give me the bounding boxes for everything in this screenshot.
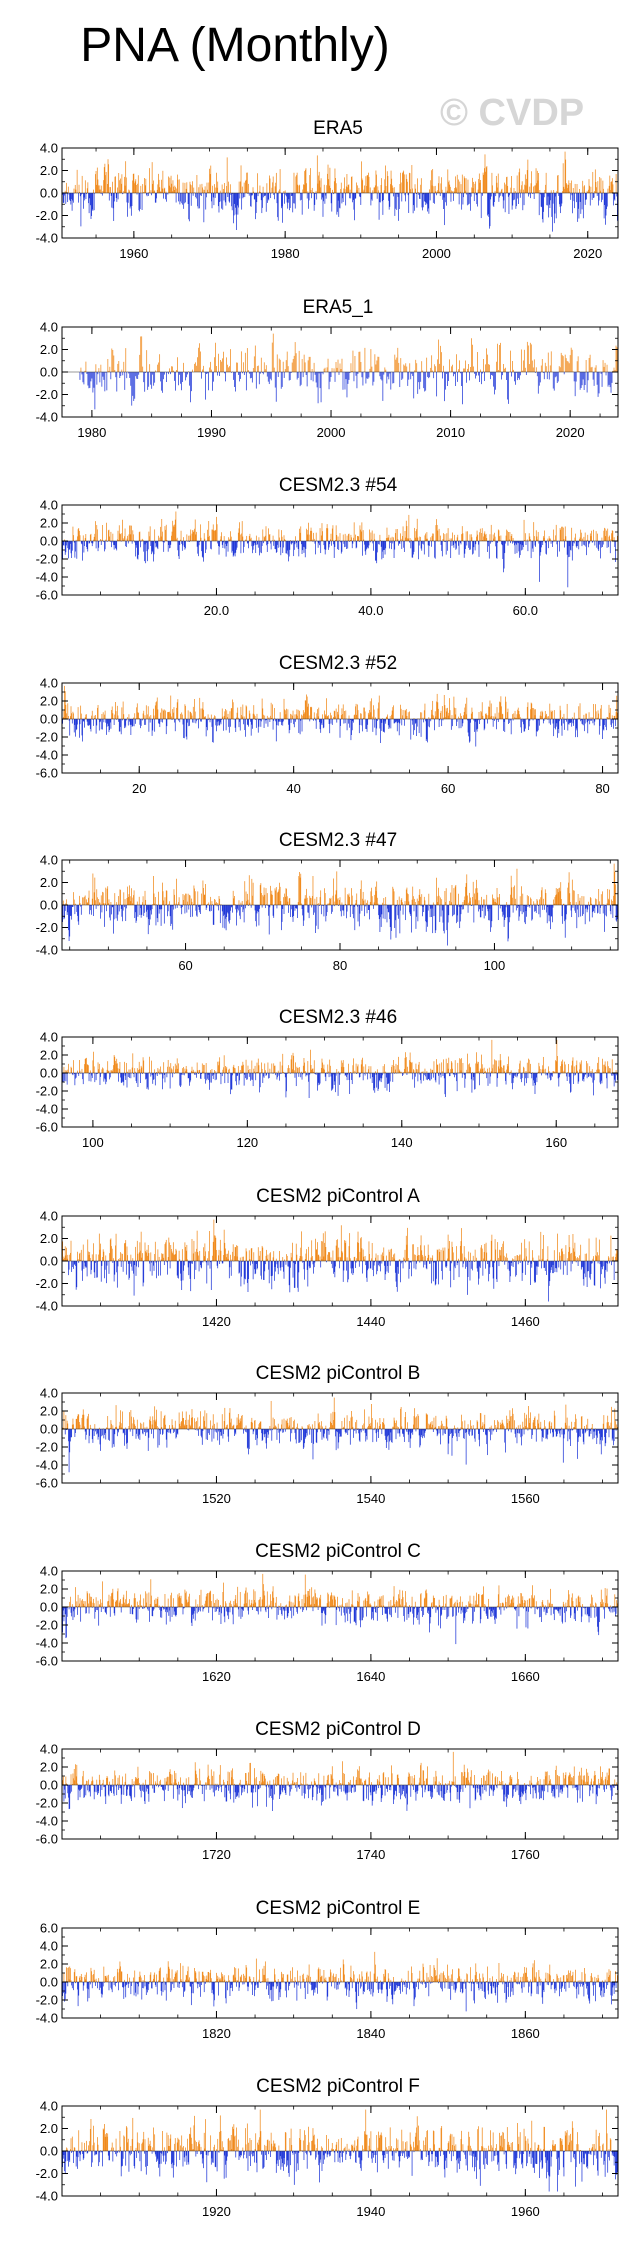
panel-title: ERA5	[313, 118, 363, 139]
y-tick-label: 4.0	[40, 320, 58, 335]
y-tick-label: -2.0	[36, 552, 58, 567]
y-tick-label: -2.0	[36, 730, 58, 745]
panel-title: CESM2 piControl F	[256, 2076, 420, 2097]
panel-title: CESM2 piControl B	[255, 1363, 421, 1384]
x-tick-label: 2020	[573, 246, 602, 261]
y-tick-label: -6.0	[36, 588, 58, 603]
bar-series	[61, 1039, 618, 1098]
y-tick-label: 2.0	[40, 342, 58, 357]
y-tick-label: -4.0	[36, 570, 58, 585]
panel-3: 4.0 2.0 0.0 -2.0 -4.0 -6.0 20 40 60 80	[36, 676, 619, 796]
panel-title: CESM2 piControl D	[255, 1719, 421, 1740]
y-tick-label: 4.0	[40, 676, 58, 691]
x-tick-label: 40	[286, 781, 300, 796]
x-tick-label: 60.0	[513, 603, 538, 618]
x-tick-label: 80	[333, 958, 347, 973]
panel-title: ERA5_1	[302, 297, 374, 318]
x-tick-label: 1960	[119, 246, 148, 261]
panel-title: CESM2.3 #47	[278, 830, 398, 851]
panel-title: CESM2.3 #46	[278, 1007, 398, 1028]
x-tick-label: 2010	[436, 425, 465, 440]
panel-title: CESM2 piControl A	[256, 1186, 420, 1207]
y-tick-label: -4.0	[36, 410, 58, 425]
y-tick-label: -2.0	[36, 387, 58, 402]
y-tick-label: 2.0	[40, 163, 58, 178]
y-tick-label: 4.0	[40, 141, 58, 156]
y-tick-label: 2.0	[40, 516, 58, 531]
panel-4: 4.0 2.0 0.0 -2.0 -4.0 60 80 100	[36, 853, 619, 973]
bar-series	[61, 863, 618, 946]
y-tick-label: -4.0	[36, 231, 58, 246]
y-tick-label: 0.0	[40, 898, 58, 913]
y-tick-label: -4.0	[36, 943, 58, 958]
y-tick-label: 2.0	[40, 694, 58, 709]
panel-title: CESM2 piControl C	[255, 1541, 421, 1562]
x-tick-label: 2000	[422, 246, 451, 261]
x-tick-label: 20	[132, 781, 146, 796]
y-tick-label: 2.0	[40, 875, 58, 890]
bar-series	[61, 511, 618, 588]
y-tick-label: 4.0	[40, 853, 58, 868]
cvdp-watermark: © CVDP	[440, 92, 585, 134]
x-tick-label: 60	[178, 958, 192, 973]
y-tick-label: -2.0	[36, 920, 58, 935]
panel-2: 4.0 2.0 0.0 -2.0 -4.0 -6.0 20.0 40.0 60.0	[36, 498, 619, 618]
x-tick-label: 80	[595, 781, 609, 796]
panel-title: CESM2 piControl E	[255, 1898, 421, 1919]
y-tick-label: 4.0	[40, 498, 58, 513]
x-tick-label: 1980	[77, 425, 106, 440]
y-tick-label: 0.0	[40, 712, 58, 727]
bar-series	[61, 151, 618, 232]
page-title: PNA (Monthly)	[80, 19, 390, 72]
x-tick-label: 40.0	[358, 603, 383, 618]
panel-title: CESM2.3 #54	[278, 475, 398, 496]
x-tick-label: 60	[441, 781, 455, 796]
y-tick-label: 0.0	[40, 365, 58, 380]
panel-title: CESM2.3 #52	[278, 653, 398, 674]
y-tick-label: -2.0	[36, 208, 58, 223]
y-tick-label: -4.0	[36, 748, 58, 763]
x-tick-label: 1980	[271, 246, 300, 261]
x-tick-label: 20.0	[204, 603, 229, 618]
x-tick-label: 2000	[317, 425, 346, 440]
x-tick-label: 1990	[197, 425, 226, 440]
y-tick-label: 0.0	[40, 186, 58, 201]
y-tick-label: -6.0	[36, 766, 58, 781]
bar-series	[61, 685, 618, 747]
x-tick-label: 100	[484, 958, 506, 973]
x-tick-label: 2020	[556, 425, 585, 440]
panel-1: 4.0 2.0 0.0 -2.0 -4.0 1980 1990 2000 2010 2020	[36, 320, 619, 440]
bar-series	[79, 333, 618, 410]
y-tick-label: 0.0	[40, 534, 58, 549]
panel-0: 4.0 2.0 0.0 -2.0 -4.0 1960 1980 2000 2020	[36, 141, 619, 261]
